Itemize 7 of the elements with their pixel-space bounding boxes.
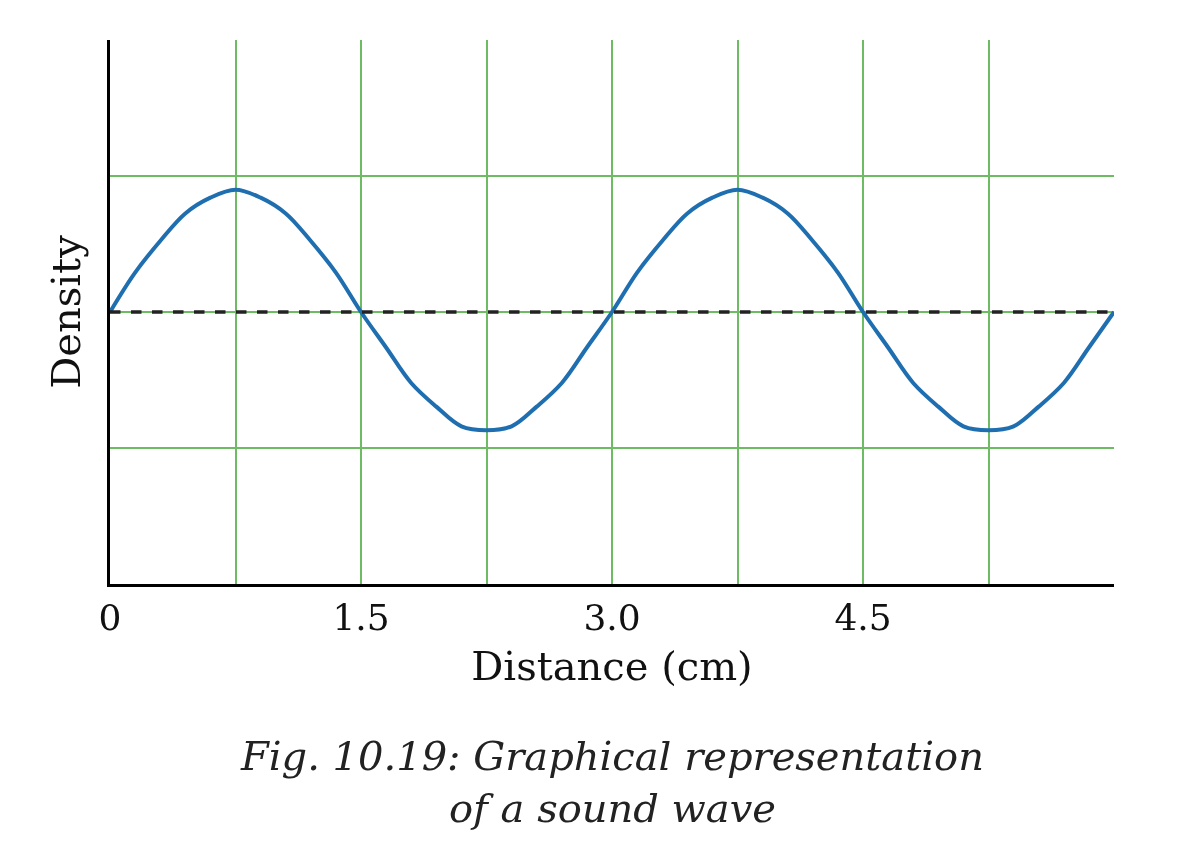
- x-axis-title: Distance (cm): [471, 642, 753, 689]
- y-axis-title: Density: [42, 234, 89, 389]
- x-tick-label: 1.5: [332, 597, 390, 639]
- x-tick-label: 3.0: [583, 597, 641, 639]
- x-tick-label: 0: [98, 597, 122, 639]
- x-tick-label: 4.5: [834, 597, 892, 639]
- caption: Fig. 10.19: Graphical representation of a sound wave: [240, 733, 984, 831]
